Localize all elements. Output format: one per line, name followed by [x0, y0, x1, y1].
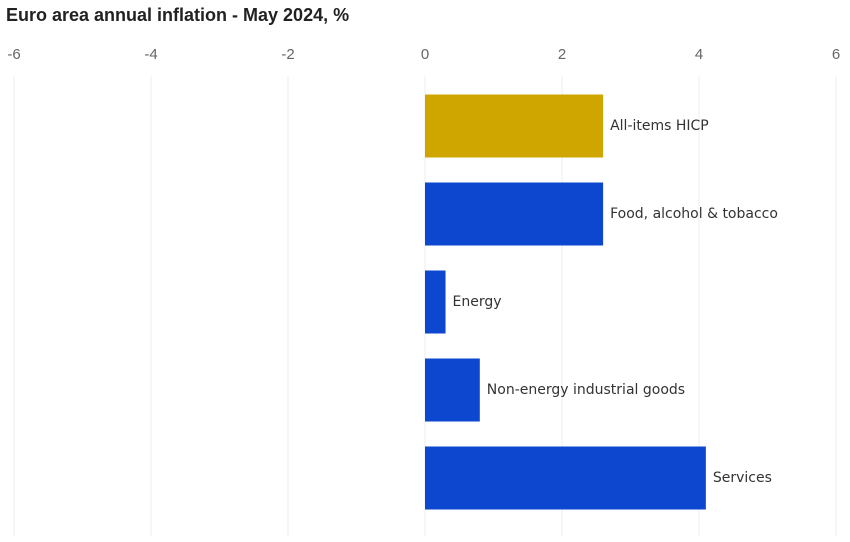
x-tick-label: 2 [558, 46, 566, 63]
category-label: Non-energy industrial goods [487, 382, 685, 398]
bar [425, 358, 480, 422]
x-tick-label: 6 [832, 46, 840, 63]
category-label: Energy [453, 294, 502, 310]
chart-title: Euro area annual inflation - May 2024, % [6, 5, 349, 25]
bar [425, 94, 604, 158]
category-label: All-items HICP [610, 118, 709, 134]
bar [425, 270, 446, 334]
x-tick-label: -6 [7, 46, 20, 63]
bar [425, 182, 604, 246]
category-label: Food, alcohol & tobacco [610, 206, 778, 222]
bar [425, 446, 706, 510]
x-tick-label: 4 [695, 46, 703, 63]
category-label: Services [713, 470, 772, 486]
x-tick-label: -2 [281, 46, 294, 63]
x-tick-label: 0 [421, 46, 429, 63]
x-tick-label: -4 [144, 46, 157, 63]
